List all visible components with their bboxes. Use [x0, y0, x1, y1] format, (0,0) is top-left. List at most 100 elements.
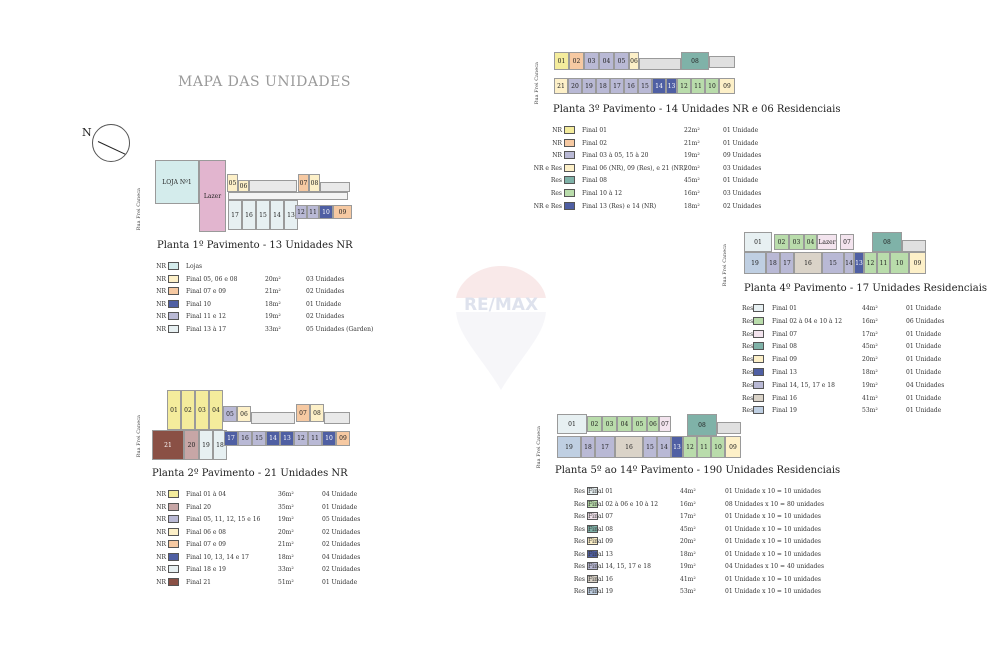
legend-swatch — [753, 406, 764, 415]
unit-cell: 01 — [744, 232, 772, 252]
legend-swatch — [564, 151, 575, 160]
street-label: Rua Frei Caneca — [136, 415, 142, 458]
legend-units: 04 Unidades — [906, 381, 945, 389]
legend-swatch — [753, 368, 764, 376]
legend-swatch — [753, 342, 764, 351]
legend-row: Res Final 08 45m² 01 Unidade — [742, 342, 982, 352]
legend-area: 41m² — [680, 575, 696, 583]
unit-cell: 10 — [711, 436, 725, 458]
legend-type: Res — [742, 305, 754, 312]
legend-type: Res — [742, 381, 754, 389]
legend-name: Final 10 — [186, 300, 211, 308]
legend-name: Final 05, 06 e 08 — [186, 275, 238, 283]
legend-swatch — [753, 380, 764, 389]
corridor-block — [228, 192, 348, 200]
legend-units: 01 Unidade — [906, 343, 942, 351]
legend-units: 03 Unidades — [723, 190, 762, 197]
legend-area: 19m² — [862, 381, 878, 389]
street-label: Rua Frei Caneca — [722, 244, 728, 287]
floor-title: Planta 3º Pavimento - 14 Unidades NR e 0… — [553, 104, 841, 115]
legend-swatch — [564, 126, 575, 134]
legend-row: Res Final 08 45m² 01 Unidade — [533, 176, 773, 186]
legend-units: 01 Unidade x 10 = 10 unidades — [725, 525, 821, 533]
street-label: Rua Frei Caneca — [536, 426, 542, 469]
legend-units: 03 Unidades — [723, 164, 762, 172]
unit-cell: 02 — [774, 234, 789, 250]
unit-cell: 04 — [617, 416, 632, 432]
legend-name: Final 21 — [186, 578, 211, 586]
legend-row: Res Final 14, 15, 17 e 18 19m² 04 Unidades … — [557, 562, 824, 572]
unit-cell: 08 — [681, 52, 709, 70]
legend-type: NR — [156, 288, 166, 295]
legend-name: Final 01 — [582, 127, 607, 134]
legend-swatch — [168, 490, 179, 498]
legend-units: 05 Unidades (Garden) — [306, 325, 374, 333]
legend-row: NR Final 01 à 04 36m² 04 Unidade — [152, 490, 392, 500]
unit-cell: 07 — [296, 404, 310, 422]
legend-area: 18m² — [862, 369, 878, 376]
legend-swatch — [168, 287, 179, 295]
unit-cell: 17 — [780, 252, 794, 274]
unit-cell: 09 — [719, 78, 735, 94]
legend-name: Final 19 — [588, 588, 613, 595]
unit-cell: 08 — [872, 232, 902, 252]
legend-name: Final 13 (Res) e 14 (NR) — [582, 202, 657, 210]
unit-cell: 15 — [256, 200, 270, 230]
unit-cell: 02 — [181, 390, 195, 430]
legend-type: Res — [573, 550, 585, 558]
legend-units: 04 Unidade — [322, 491, 358, 498]
legend-type: NR — [156, 491, 166, 498]
legend-area: 21m² — [684, 139, 700, 147]
unit-cell: 06 — [238, 180, 249, 192]
legend-area: 19m² — [278, 516, 294, 523]
street-label: Rua Frei Caneca — [534, 62, 540, 105]
unit-cell: 12 — [294, 431, 308, 446]
legend-area: 53m² — [862, 407, 878, 415]
unit-cell: 07 — [659, 416, 671, 432]
legend-swatch — [587, 587, 598, 595]
unit-cell: 18 — [766, 252, 780, 274]
legend-area: 22m² — [684, 127, 700, 134]
legend-row: NR e Res Final 06 (NR), 09 (Res), e 21 (N… — [533, 163, 773, 174]
unit-cell: 18 — [596, 78, 610, 94]
unit-cell: 05 — [223, 406, 237, 422]
unit-cell: 10 — [319, 205, 333, 219]
legend-swatch — [168, 540, 179, 548]
unit-cell: 16 — [242, 200, 256, 230]
legend-row: NR Final 01 22m² 01 Unidade — [533, 126, 773, 136]
legend-name: Lojas — [186, 263, 203, 270]
legend-name: Final 10, 13, 14 e 17 — [186, 553, 249, 561]
legend-name: Final 09 — [772, 356, 797, 364]
legend-area: 16m² — [684, 190, 700, 197]
legend-swatch — [587, 537, 598, 545]
legend-units: 02 Unidades — [322, 541, 361, 548]
corridor-block — [251, 412, 295, 424]
legend-area: 20m² — [680, 538, 696, 545]
unit-cell: 14 — [652, 78, 666, 94]
legend-name: Final 06 (NR), 09 (Res), e 21 (NR) — [582, 164, 686, 172]
legend-row: NR Final 20 35m² 01 Unidade — [152, 502, 392, 513]
legend-row: Res Final 13 18m² 01 Unidade — [742, 368, 982, 378]
legend-row: Res Final 19 53m² 01 Unidade x 10 = 10 unid… — [557, 587, 821, 597]
legend-swatch — [753, 304, 764, 312]
legend-swatch — [587, 487, 598, 495]
legend-area: 53m² — [680, 588, 696, 595]
legend-row: Res Final 13 18m² 01 Unidade x 10 = 10 unid… — [557, 549, 821, 560]
legend-units: 01 Unidade — [723, 127, 759, 134]
unit-cell: 04 — [599, 52, 614, 70]
legend-area: 33m² — [265, 325, 281, 333]
unit-cell: 11 — [307, 205, 319, 219]
legend-type: Res — [742, 407, 754, 415]
legend-units: 05 Unidades — [322, 516, 361, 523]
legend-swatch — [587, 562, 598, 570]
legend-type: Res — [573, 538, 585, 545]
unit-cell: 03 — [789, 234, 804, 250]
unit-cell: 12 — [683, 436, 697, 458]
legend-row: NR e Res Final 13 (Res) e 14 (NR) 18m² 02 U… — [533, 201, 773, 212]
unit-cell: 09 — [909, 252, 926, 274]
legend-swatch — [753, 355, 764, 364]
legend-swatch — [168, 502, 179, 511]
legend-swatch — [168, 577, 179, 586]
legend-area: 19m² — [684, 152, 700, 160]
legend-type: NR — [156, 263, 166, 270]
